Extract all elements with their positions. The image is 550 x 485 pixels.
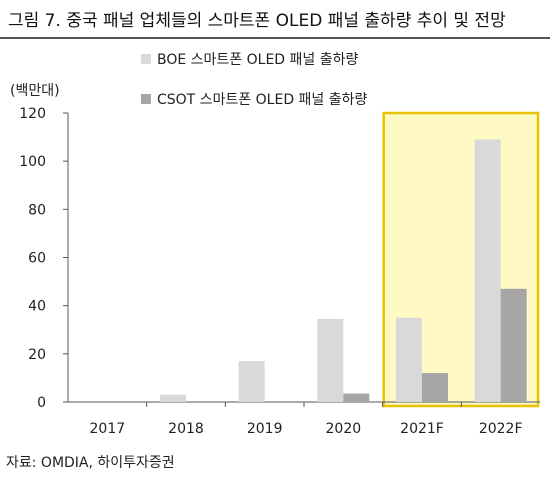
x-tick-label: 2018 [168, 421, 204, 437]
y-tick-label: 120 [19, 106, 46, 122]
legend-label-csot: CSOT 스마트폰 OLED 패널 출하량 [157, 92, 368, 108]
x-tick-label: 2019 [247, 421, 283, 437]
y-tick-label: 60 [28, 251, 46, 267]
bar-boe-2021F [396, 317, 422, 402]
bar-chart: 0 20 40 60 80 100 120 2017 2018 2019 2020 2021F 202… [10, 52, 540, 437]
x-axis-labels: 2017 2018 2019 2020 2021F 2022F [90, 421, 523, 437]
bar-csot-2022F [500, 288, 527, 402]
legend-swatch-boe [141, 54, 151, 64]
legend: BOE 스마트폰 OLED 패널 출하량 CSOT 스마트폰 OLED 패널 출하… [141, 52, 368, 108]
bar-boe-2020 [317, 318, 344, 402]
x-tick-label: 2021F [400, 421, 444, 437]
bar-csot-2021F [422, 373, 448, 402]
bars [160, 139, 527, 402]
y-axis: 0 20 40 60 80 100 120 [19, 106, 540, 411]
y-tick-label: 100 [19, 154, 46, 170]
y-tick-label: 0 [37, 395, 46, 411]
x-tick-label: 2022F [479, 421, 523, 437]
y-axis-unit-label: (백만대) [10, 83, 60, 99]
figure-title: 그림 7. 중국 패널 업체들의 스마트폰 OLED 패널 출하량 추이 및 전… [8, 11, 506, 31]
legend-label-boe: BOE 스마트폰 OLED 패널 출하량 [157, 52, 359, 68]
bar-boe-2019 [238, 361, 265, 402]
y-tick-label: 20 [28, 347, 46, 363]
bar-boe-2022F [474, 139, 501, 402]
x-tick-label: 2017 [90, 421, 126, 437]
legend-swatch-csot [141, 94, 151, 104]
y-tick-label: 40 [28, 299, 46, 315]
title-divider [0, 37, 550, 39]
source-note: 자료: OMDIA, 하이투자증권 [6, 455, 175, 471]
x-tick-label: 2020 [326, 421, 362, 437]
y-tick-label: 80 [28, 202, 46, 218]
bar-boe-2018 [160, 394, 186, 402]
bar-csot-2020 [343, 393, 370, 402]
